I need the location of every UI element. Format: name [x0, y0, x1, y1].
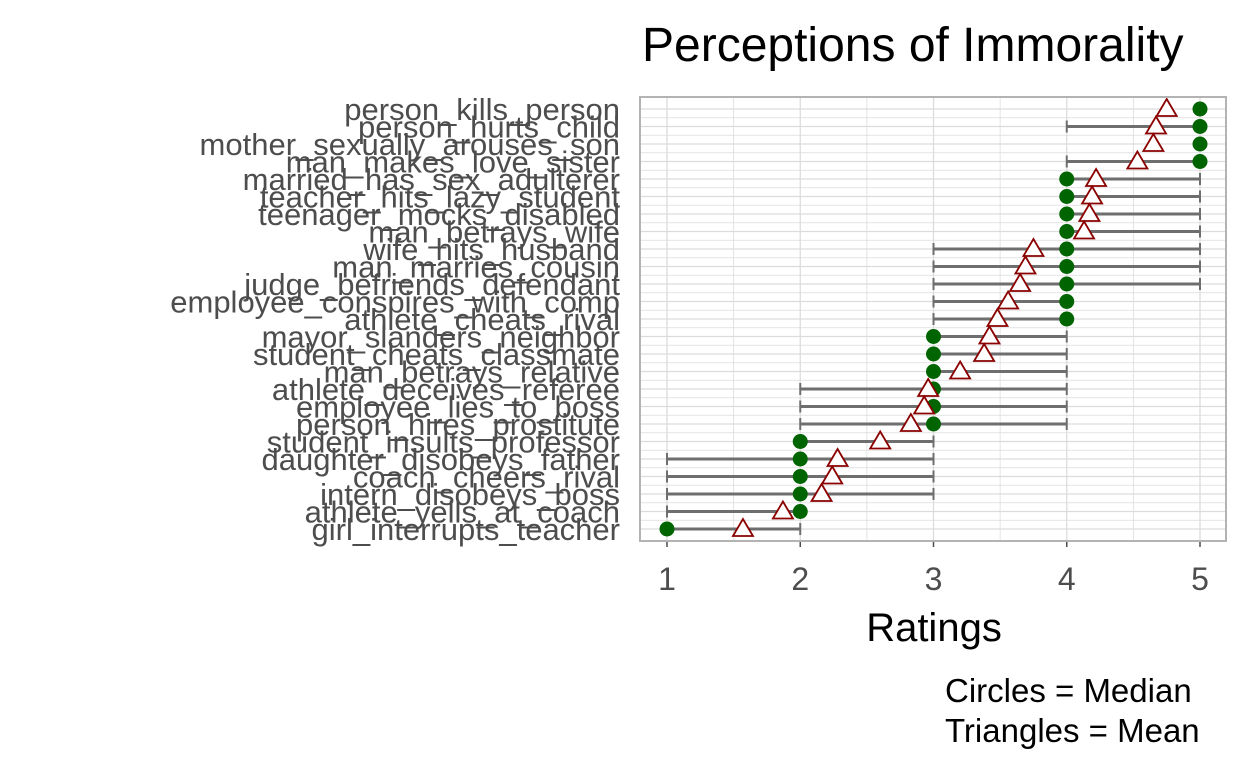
mean-point [899, 412, 923, 432]
category-label: man_makes_love_sister [286, 145, 620, 180]
median-point [1059, 294, 1075, 309]
mean-point [948, 359, 972, 380]
median-point [926, 346, 941, 362]
category-label: man_betrays_wife [368, 215, 620, 250]
category-labels: person_kills_personperson_hurts_childmot… [170, 92, 620, 547]
caption-mean: Triangles = Mean [945, 712, 1200, 749]
plot-border [639, 96, 1227, 542]
category-label: daughter_disobeys_father [262, 442, 620, 477]
category-label: teenager_mocks_disabled [258, 197, 620, 232]
x-tick-label: 2 [791, 561, 809, 597]
category-label: mayor_slanders_neighbor [262, 320, 620, 355]
category-label: employee_conspires_with_comp [170, 285, 620, 320]
mean-point [1125, 149, 1149, 170]
mean-point [916, 377, 940, 397]
category-label: wife_hits_husband [362, 232, 620, 267]
median-point [1059, 276, 1075, 292]
x-tick-label: 4 [1058, 561, 1076, 597]
category-label: judge_befriends_defendant [243, 267, 620, 302]
x-tick-label: 1 [658, 561, 676, 597]
x-axis-title: Ratings [866, 606, 1002, 650]
median-point [1059, 241, 1075, 257]
mean-point [1021, 237, 1046, 257]
median-layer [659, 101, 1208, 537]
median-point [926, 416, 941, 432]
caption-median: Circles = Median [945, 672, 1192, 709]
category-label: married_has_sex_adulterer [243, 162, 620, 197]
median-point [1192, 101, 1208, 117]
x-tick-label: 5 [1191, 561, 1209, 597]
mean-point [1141, 132, 1165, 152]
mean-point [1072, 219, 1096, 240]
median-point [1059, 311, 1075, 327]
x-tick-label: 3 [925, 561, 943, 597]
mean-point [1084, 167, 1108, 187]
category-label: employee_lies_to_boss [296, 390, 620, 425]
category-label: man_marries_cousin [332, 250, 620, 285]
mean-point [820, 464, 844, 485]
mean-point [1008, 272, 1032, 292]
category-label: man_betrays_relative [324, 355, 620, 390]
median-point [659, 521, 675, 537]
mean-point [985, 307, 1010, 327]
category-label: coach_cheers_rival [353, 460, 620, 495]
median-point [1192, 136, 1208, 152]
median-point [1059, 259, 1075, 274]
category-label: athlete_deceives_referee [272, 372, 620, 407]
median-point [792, 451, 808, 467]
chart-title: Perceptions of Immorality [642, 19, 1184, 72]
median-point [1059, 189, 1075, 204]
median-point [1059, 206, 1075, 222]
category-label: person_kills_person [344, 92, 620, 127]
category-label: person_hurts_child [358, 110, 620, 145]
mean-point [868, 429, 892, 450]
mean-point [1144, 114, 1168, 135]
category-label: intern_disobeys_boss [320, 477, 620, 512]
mean-point [912, 394, 936, 415]
mean-point [809, 482, 834, 502]
mean-point [972, 342, 996, 362]
median-point [1059, 171, 1075, 187]
mean-point [996, 289, 1020, 310]
category-label: mother_sexually_arouses_son [200, 127, 620, 162]
median-point [926, 364, 941, 379]
category-label: athlete_yells_at_coach [305, 495, 620, 530]
category-label: girl_interrupts_teacher [312, 512, 620, 547]
mean-point [1155, 97, 1179, 117]
chart-caption: Circles = Median Triangles = Mean [945, 671, 1200, 751]
mean-point [1013, 254, 1038, 275]
mean-point [977, 324, 1002, 345]
mean-point [731, 517, 755, 537]
median-point [792, 434, 808, 449]
median-point [1192, 119, 1208, 134]
mean-point [771, 499, 795, 520]
median-point [1059, 224, 1075, 239]
mean-layer [731, 97, 1179, 537]
category-label: person_hires_prostitute [296, 407, 620, 442]
category-label: teacher_hits_lazy_student [260, 180, 621, 215]
median-point [792, 504, 808, 519]
mean-point [825, 447, 850, 467]
category-label: student_cheats_classmate [253, 337, 620, 372]
category-label: student_insults_professor [267, 425, 620, 460]
median-point [792, 486, 808, 502]
x-tick-labels: 1 2 3 4 5 [658, 541, 1209, 597]
median-point [1192, 154, 1208, 169]
category-label: athlete_cheats_rival [344, 302, 620, 337]
mean-point [1077, 202, 1101, 222]
median-point [792, 469, 808, 484]
median-point [926, 329, 941, 344]
mean-point [1080, 184, 1104, 205]
